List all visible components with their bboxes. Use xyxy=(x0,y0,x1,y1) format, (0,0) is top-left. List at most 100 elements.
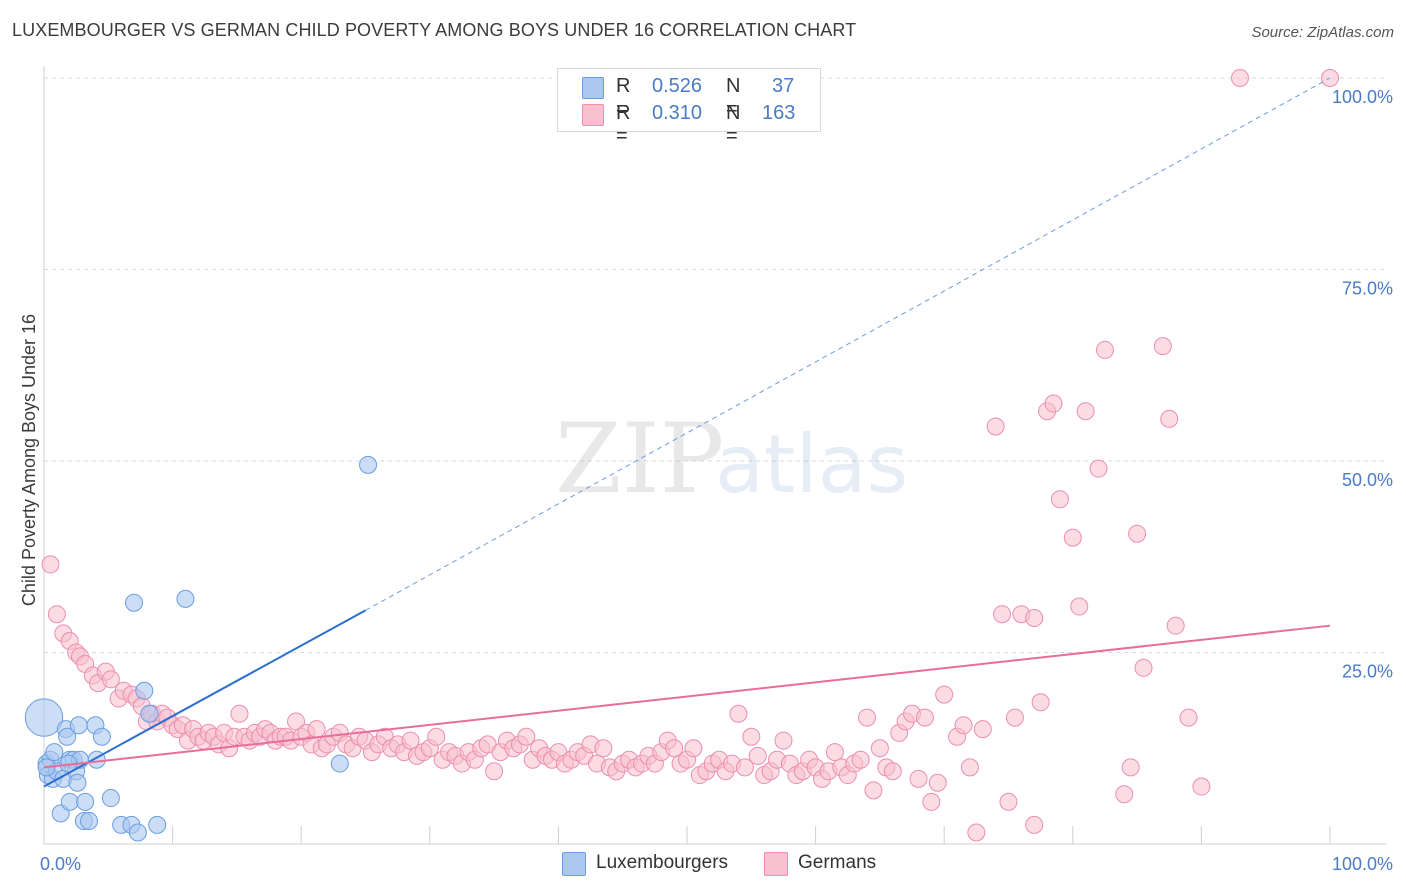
gridlines xyxy=(44,77,1386,653)
ger-swatch-icon xyxy=(582,104,604,126)
x-tick-label: 0.0% xyxy=(40,854,81,874)
luxembourger-point xyxy=(92,727,111,746)
german-point xyxy=(1192,777,1211,796)
german-point xyxy=(1115,785,1134,804)
watermark-atlas: atlas xyxy=(715,418,908,511)
german-point xyxy=(993,605,1012,624)
german-point xyxy=(401,731,420,750)
german-point xyxy=(973,720,992,739)
ger-trend-line xyxy=(43,624,1331,769)
german-point xyxy=(935,685,954,704)
german-point xyxy=(101,670,120,689)
german-point xyxy=(1179,708,1198,727)
lux-legend-icon xyxy=(562,852,586,876)
german-point xyxy=(517,727,536,746)
y-tick-label: 50.0% xyxy=(1342,470,1393,490)
german-point xyxy=(774,731,793,750)
luxembourger-point xyxy=(135,681,154,700)
luxembourger-point xyxy=(176,589,195,608)
legend-r-value: 0.310 xyxy=(652,102,703,124)
german-point xyxy=(47,605,66,624)
legend-n-value: 163 xyxy=(762,102,796,124)
german-point xyxy=(909,769,928,788)
luxembourger-point xyxy=(359,455,378,474)
german-point xyxy=(1025,609,1044,628)
legend-r-value: 0.526 xyxy=(652,75,703,97)
german-point xyxy=(915,708,934,727)
german-point xyxy=(427,727,446,746)
german-point xyxy=(1095,340,1114,359)
stats-legend: R = 0.526 N = 37 R = 0.310 N = 163 xyxy=(557,68,821,147)
german-point xyxy=(967,823,986,842)
luxembourger-point xyxy=(68,773,87,792)
luxembourger-point xyxy=(140,704,159,723)
y-tick-label: 25.0% xyxy=(1342,662,1393,682)
german-point xyxy=(1160,409,1179,428)
german-point xyxy=(230,704,249,723)
german-point xyxy=(858,708,877,727)
german-point xyxy=(922,792,941,811)
luxembourger-point xyxy=(45,743,64,762)
german-point xyxy=(1166,616,1185,635)
german-point xyxy=(748,746,767,765)
german-point xyxy=(1230,69,1249,87)
legend-r-label: R = xyxy=(616,75,631,120)
german-point xyxy=(960,758,979,777)
lux-swatch-icon xyxy=(582,77,604,99)
legend-r-label: R = xyxy=(616,102,631,147)
luxembourger-point xyxy=(69,716,88,735)
chart-source: Source: ZipAtlas.com xyxy=(1251,24,1394,41)
luxembourger-point xyxy=(148,815,167,834)
german-point xyxy=(851,750,870,769)
german-point xyxy=(1025,815,1044,834)
german-point xyxy=(1134,658,1153,677)
y-tick-label: 75.0% xyxy=(1342,279,1393,299)
luxembourger-point xyxy=(80,812,99,831)
german-point xyxy=(1044,394,1063,413)
german-point xyxy=(1089,459,1108,478)
ger-legend-icon xyxy=(764,852,788,876)
luxembourger-point xyxy=(125,593,144,612)
bottom-legend-lux-label: Luxembourgers xyxy=(596,852,729,873)
german-point xyxy=(986,417,1005,436)
german-point xyxy=(864,781,883,800)
german-point xyxy=(1121,758,1140,777)
german-point xyxy=(999,792,1018,811)
german-point xyxy=(742,727,761,746)
german-point xyxy=(684,739,703,758)
tick-labels: 100.0% 75.0% 50.0% 25.0% 0.0% 100.0% xyxy=(40,87,1393,874)
lux-trend-line xyxy=(43,609,366,788)
x-tick-label: 100.0% xyxy=(1332,854,1393,874)
german-point xyxy=(1050,490,1069,509)
luxembourger-point xyxy=(58,727,77,746)
german-point xyxy=(485,762,504,781)
german-point xyxy=(41,555,60,574)
legend-n-value: 37 xyxy=(772,75,795,97)
y-axis-label: Child Poverty Among Boys Under 16 xyxy=(19,314,39,606)
german-point xyxy=(928,773,947,792)
luxembourger-point xyxy=(101,789,120,808)
luxembourgers-points xyxy=(24,455,378,842)
luxembourger-point xyxy=(128,823,147,842)
german-point xyxy=(1128,524,1147,543)
german-point xyxy=(954,716,973,735)
german-point xyxy=(665,739,684,758)
german-point xyxy=(1063,528,1082,547)
trend-lines xyxy=(43,77,1331,788)
german-point xyxy=(307,720,326,739)
watermark: ZIP atlas xyxy=(555,403,908,515)
lux-trend-extension xyxy=(365,77,1331,611)
german-point xyxy=(729,704,748,723)
bottom-legend-ger-label: Germans xyxy=(798,852,877,873)
german-point xyxy=(883,762,902,781)
luxembourger-point xyxy=(60,792,79,811)
legend-n-label: N = xyxy=(726,75,741,120)
luxembourger-point xyxy=(24,698,64,737)
luxembourger-point xyxy=(330,754,349,773)
german-point xyxy=(825,743,844,762)
luxembourger-point xyxy=(76,792,95,811)
german-point xyxy=(1070,597,1089,616)
watermark-zip: ZIP xyxy=(555,403,724,515)
germans-points xyxy=(41,69,1339,842)
